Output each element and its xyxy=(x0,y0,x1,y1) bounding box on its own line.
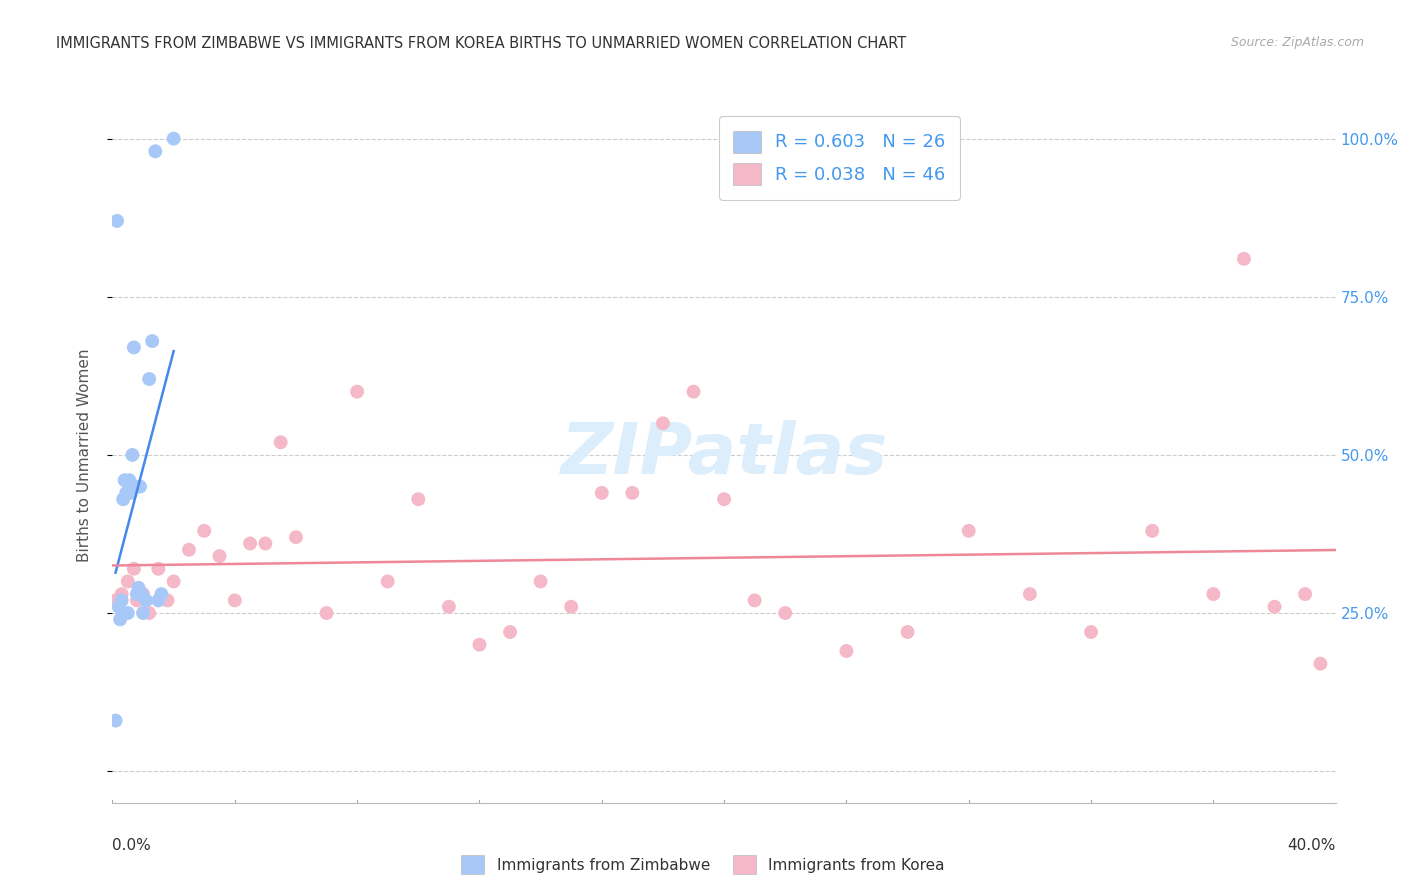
Point xyxy=(148,593,170,607)
Point xyxy=(208,549,231,563)
Point xyxy=(377,574,399,589)
Point xyxy=(117,606,139,620)
Point xyxy=(224,593,246,607)
Text: 0.0%: 0.0% xyxy=(112,838,152,854)
Point xyxy=(124,479,146,493)
Point xyxy=(115,486,138,500)
Text: IMMIGRANTS FROM ZIMBABWE VS IMMIGRANTS FROM KOREA BIRTHS TO UNMARRIED WOMEN CORR: IMMIGRANTS FROM ZIMBABWE VS IMMIGRANTS F… xyxy=(56,36,907,51)
Point xyxy=(835,644,858,658)
Point xyxy=(682,384,704,399)
Point xyxy=(177,542,200,557)
Point xyxy=(1309,657,1331,671)
Text: 40.0%: 40.0% xyxy=(1288,838,1336,854)
Legend: Immigrants from Zimbabwe, Immigrants from Korea: Immigrants from Zimbabwe, Immigrants fro… xyxy=(456,849,950,880)
Point xyxy=(713,492,735,507)
Point xyxy=(107,599,129,614)
Point xyxy=(122,340,145,354)
Point xyxy=(150,587,173,601)
Point xyxy=(104,593,127,607)
Point xyxy=(104,714,127,728)
Point xyxy=(163,574,186,589)
Point xyxy=(148,562,170,576)
Point xyxy=(1080,625,1102,640)
Point xyxy=(118,473,141,487)
Point xyxy=(163,131,186,145)
Point xyxy=(117,574,139,589)
Point xyxy=(138,606,160,620)
Point xyxy=(111,587,134,601)
Point xyxy=(560,599,582,614)
Point xyxy=(499,625,522,640)
Point xyxy=(270,435,292,450)
Point xyxy=(129,479,152,493)
Point xyxy=(125,587,148,601)
Point xyxy=(122,562,145,576)
Point xyxy=(773,606,796,620)
Legend: R = 0.603   N = 26, R = 0.038   N = 46: R = 0.603 N = 26, R = 0.038 N = 46 xyxy=(718,116,960,200)
Point xyxy=(1233,252,1256,266)
Point xyxy=(897,625,920,640)
Point xyxy=(135,593,157,607)
Point xyxy=(156,593,179,607)
Point xyxy=(468,638,491,652)
Point xyxy=(284,530,308,544)
Point xyxy=(529,574,551,589)
Point xyxy=(254,536,277,550)
Text: ZIPatlas: ZIPatlas xyxy=(561,420,887,490)
Point xyxy=(621,486,644,500)
Point xyxy=(346,384,368,399)
Point xyxy=(114,473,136,487)
Point xyxy=(1202,587,1225,601)
Point xyxy=(193,524,215,538)
Point xyxy=(143,145,166,159)
Point xyxy=(239,536,262,550)
Point xyxy=(1142,524,1164,538)
Point xyxy=(120,486,142,500)
Text: Source: ZipAtlas.com: Source: ZipAtlas.com xyxy=(1230,36,1364,49)
Point xyxy=(138,372,160,386)
Point xyxy=(131,587,153,601)
Point xyxy=(437,599,460,614)
Y-axis label: Births to Unmarried Women: Births to Unmarried Women xyxy=(77,348,91,562)
Point xyxy=(652,417,675,431)
Point xyxy=(315,606,337,620)
Point xyxy=(1264,599,1286,614)
Point xyxy=(132,587,155,601)
Point xyxy=(105,214,128,228)
Point xyxy=(112,492,135,507)
Point xyxy=(108,612,131,626)
Point xyxy=(125,593,148,607)
Point xyxy=(408,492,430,507)
Point xyxy=(107,593,129,607)
Point xyxy=(1018,587,1040,601)
Point xyxy=(1294,587,1316,601)
Point xyxy=(591,486,613,500)
Point xyxy=(744,593,766,607)
Point xyxy=(957,524,980,538)
Point xyxy=(127,581,149,595)
Point xyxy=(141,334,163,348)
Point xyxy=(121,448,143,462)
Point xyxy=(132,606,155,620)
Point xyxy=(111,593,134,607)
